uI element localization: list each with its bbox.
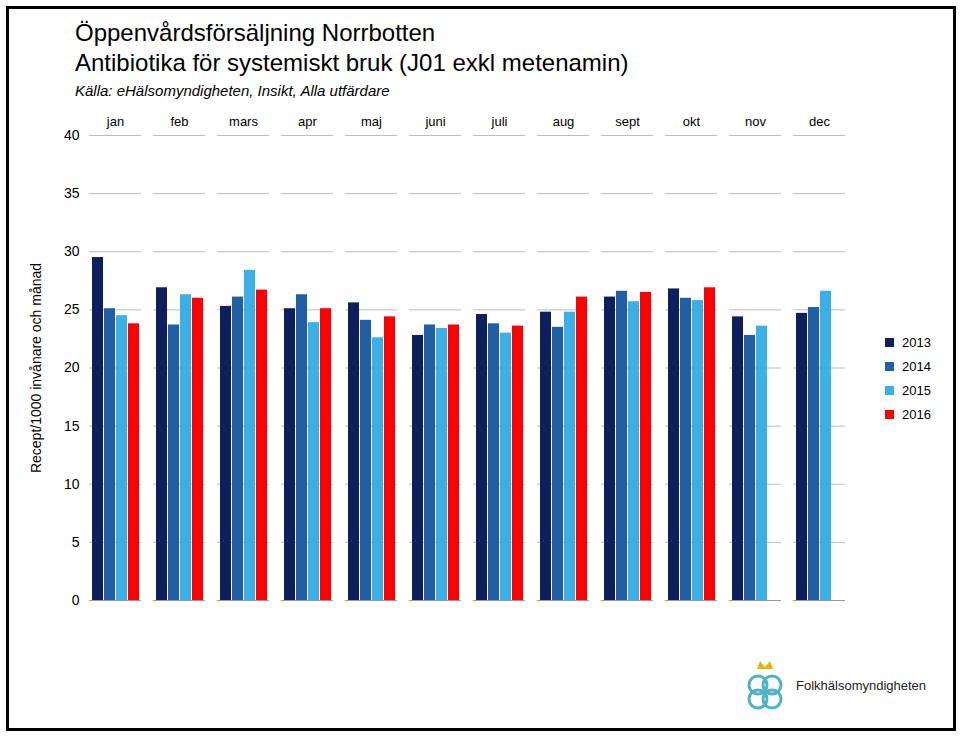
svg-text:apr: apr	[298, 114, 317, 129]
svg-text:35: 35	[64, 185, 80, 201]
svg-text:maj: maj	[361, 114, 382, 129]
svg-text:15: 15	[64, 418, 80, 434]
svg-text:20: 20	[64, 359, 80, 375]
svg-text:30: 30	[64, 243, 80, 259]
html-text:Öppenvårdsförsäljning Norrbott: Öppenvårdsförsäljning Norrbotten	[75, 19, 436, 46]
svg-text:okt: okt	[683, 114, 701, 129]
svg-text:10: 10	[64, 476, 80, 492]
svg-text:feb: feb	[170, 114, 188, 129]
svg-text:25: 25	[64, 301, 80, 317]
svg-text:aug: aug	[553, 114, 575, 129]
svg-text:Recept/1000 invånare och månad: Recept/1000 invånare och månad	[28, 263, 44, 473]
svg-text:juni: juni	[424, 114, 445, 129]
svg-text:jan: jan	[106, 114, 124, 129]
html-text:2015: 2015	[902, 382, 931, 398]
svg-text:dec: dec	[809, 114, 830, 129]
svg-text:5: 5	[72, 534, 80, 550]
html-text:2016: 2016	[902, 406, 931, 422]
html-text:Folkhälsomyndigheten: Folkhälsomyndigheten	[796, 677, 927, 693]
html-text:Källa: eHälsomyndigheten, Insi: Källa: eHälsomyndigheten, Insikt, Alla u…	[75, 82, 390, 99]
svg-text:0: 0	[72, 592, 80, 608]
html-text:2013: 2013	[902, 334, 931, 350]
svg-text:40: 40	[64, 127, 80, 143]
html-text:2014: 2014	[902, 358, 931, 374]
svg-text:mars: mars	[229, 114, 258, 129]
svg-text:sept: sept	[615, 114, 640, 129]
svg-text:nov: nov	[745, 114, 766, 129]
svg-text:juli: juli	[491, 114, 508, 129]
html-text:Antibiotika för systemiskt bru: Antibiotika för systemiskt bruk (J01 exk…	[75, 49, 629, 76]
